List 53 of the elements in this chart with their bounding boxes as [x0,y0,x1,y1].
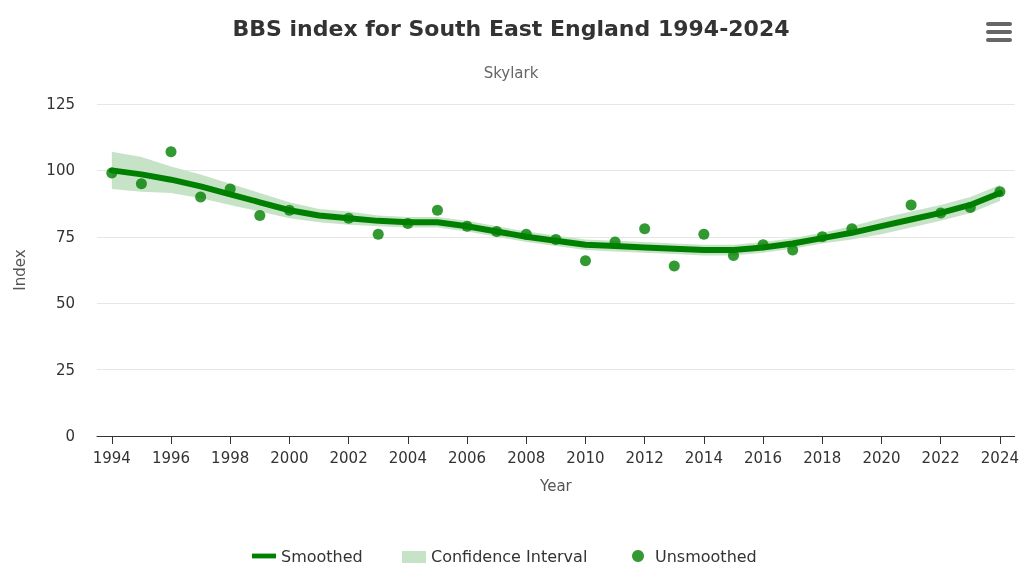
x-axis-title: Year [538,476,573,495]
x-tick-label: 2012 [625,448,664,467]
x-tick-label: 2022 [921,448,960,467]
point [964,202,976,214]
point [165,146,177,158]
x-tick-label: 2000 [270,448,309,467]
y-tick-label: 25 [55,360,75,379]
point [935,207,947,219]
point [283,204,295,216]
legend-label: Unsmoothed [655,546,757,566]
x-tick-label: 2006 [447,448,487,467]
point [195,191,207,203]
point [135,178,147,190]
point [254,210,266,222]
point [905,199,917,211]
point [372,228,384,240]
y-tick-label: 50 [55,294,75,313]
point [491,225,503,237]
point [757,239,769,251]
chart-title: BBS index for South East England 1994-2024 [232,15,790,41]
x-tick-label: 2024 [980,448,1020,467]
point [994,186,1006,198]
x-tick-label: 2020 [862,448,901,467]
chart-subtitle: Skylark [483,63,539,82]
x-tick-label: 2014 [684,448,723,467]
y-tick-label: 75 [55,227,75,246]
point [579,255,591,267]
y-tick-label: 0 [65,427,75,445]
x-tick-label: 2018 [803,448,842,467]
x-tick-label: 1994 [92,448,131,467]
x-tick-label: 2008 [507,448,546,467]
y-tick-label: 125 [46,95,75,113]
point [343,212,355,224]
point [402,218,414,230]
point [550,233,562,245]
point [698,228,710,240]
x-tick-label: 2016 [743,448,783,467]
point [639,223,651,235]
x-tick-label: 2010 [566,448,605,467]
point [106,167,118,179]
legend-label: Smoothed [281,546,363,566]
point [431,204,443,216]
point [461,220,473,232]
x-tick-label: 2002 [329,448,368,467]
x-tick-label: 1996 [151,448,191,467]
point [520,228,532,240]
y-tick-label: 100 [46,161,75,180]
y-axis-title: Index [10,249,29,291]
point [668,260,680,272]
text: Confidence Interval [431,546,588,566]
x-tick-label: 1998 [211,448,250,467]
point [816,231,828,243]
x-tick-label: 2004 [388,448,427,467]
